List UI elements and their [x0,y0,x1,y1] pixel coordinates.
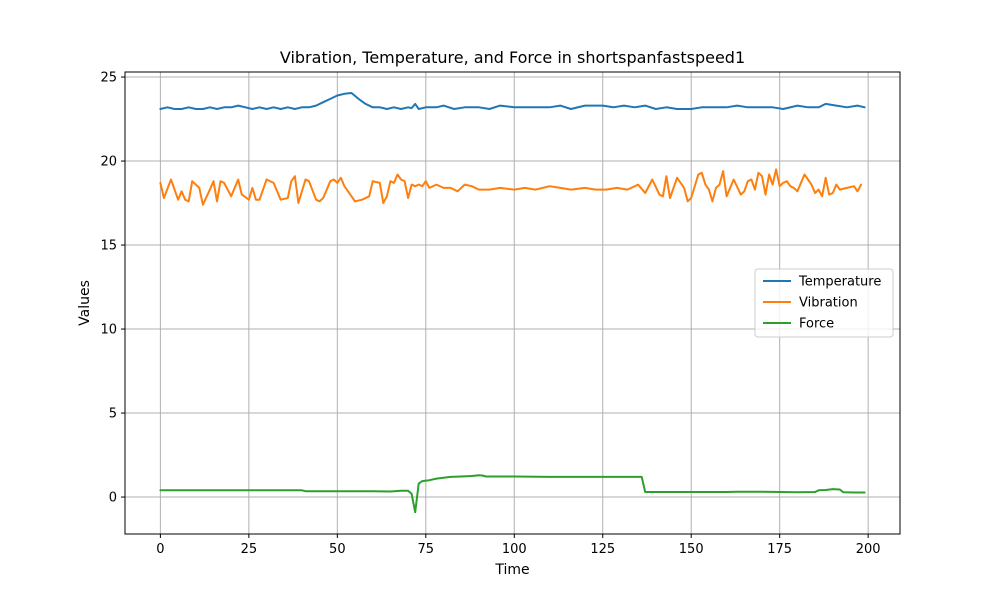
x-tick-label: 125 [590,542,615,557]
legend-label-temperature: Temperature [798,275,881,290]
y-tick-label: 15 [100,239,117,254]
y-tick-label: 25 [100,71,117,86]
x-tick-label: 175 [767,542,792,557]
series-line-force [159,474,866,514]
legend: Temperature Vibration Force [754,268,894,338]
x-tick-label: 0 [156,542,164,557]
y-axis-title: Values [77,280,93,326]
y-tick-label: 5 [109,407,117,422]
x-tick-label: 200 [856,542,881,557]
axis-ticks: 0 25 50 75 100 125 150 175 200 0 5 10 15 20 25 [100,71,880,557]
series-line-vibration [159,168,863,206]
series-lines [159,92,866,514]
legend-box [754,268,894,338]
x-tick-label: 50 [329,542,346,557]
chart-title: Vibration, Temperature, and Force in sho… [280,48,745,67]
legend-label-force: Force [799,317,834,332]
plot-area-frame [124,71,901,535]
legend-label-vibration: Vibration [799,296,858,311]
x-tick-label: 75 [418,542,435,557]
y-tick-label: 20 [100,155,117,170]
series-line-temperature [159,92,866,110]
x-tick-label: 100 [502,542,527,557]
x-tick-label: 25 [241,542,258,557]
x-axis-title: Time [494,562,529,578]
y-tick-label: 0 [109,491,117,506]
y-tick-label: 10 [100,323,117,338]
x-tick-label: 150 [679,542,704,557]
grid [125,72,900,534]
